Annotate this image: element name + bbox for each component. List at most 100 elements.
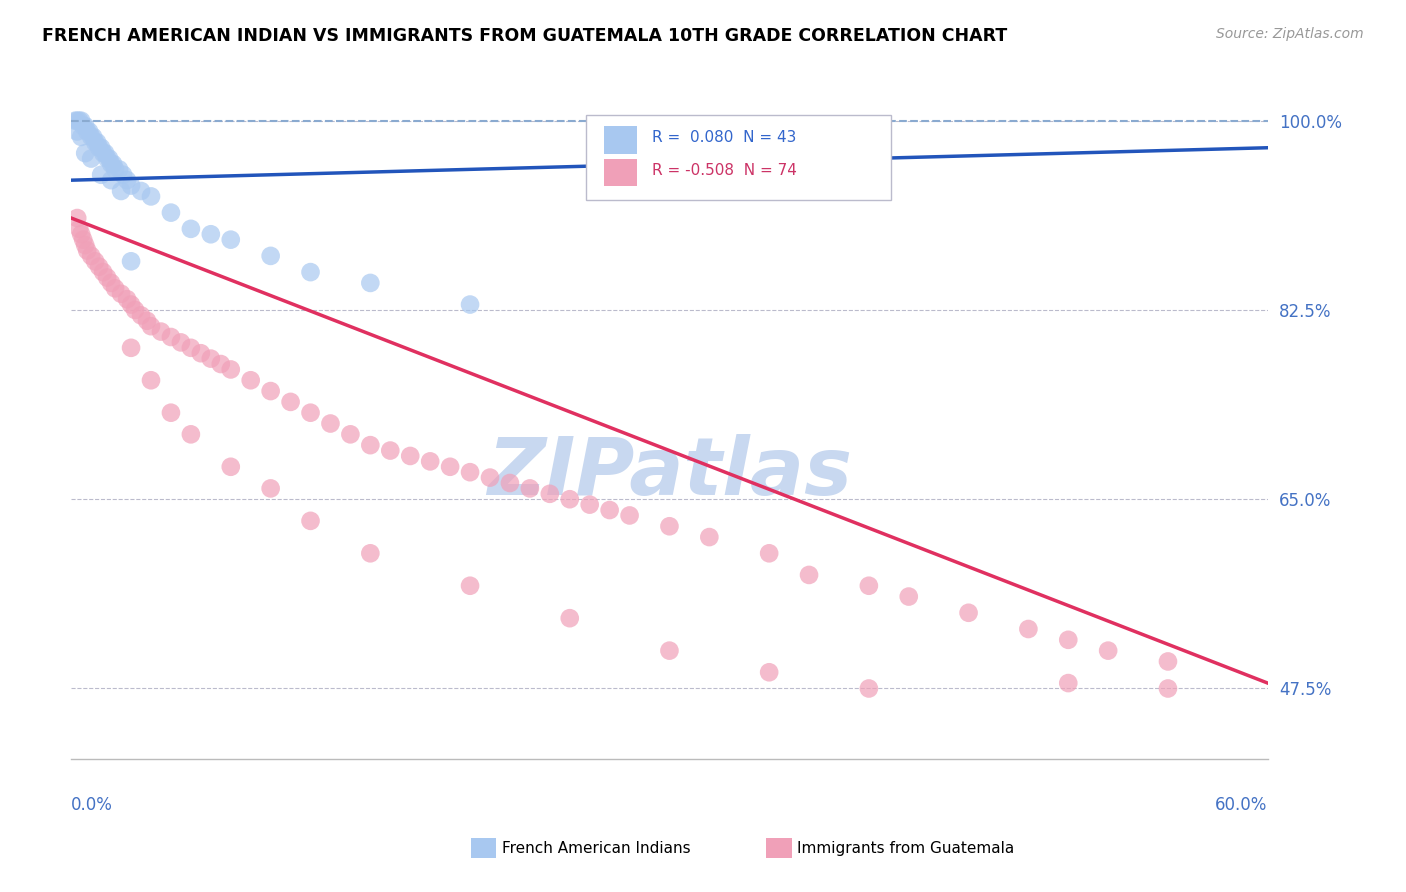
- Point: [1157, 681, 1180, 696]
- Point: [219, 362, 242, 376]
- Point: [90, 168, 112, 182]
- Point: [339, 427, 361, 442]
- Point: [160, 406, 183, 420]
- Point: [124, 302, 146, 317]
- Point: [658, 643, 681, 657]
- Point: [89, 260, 111, 274]
- Point: [797, 568, 820, 582]
- Point: [67, 222, 90, 236]
- Point: [108, 162, 131, 177]
- Point: [180, 222, 202, 236]
- Point: [94, 146, 117, 161]
- Point: [112, 168, 135, 182]
- Point: [72, 233, 94, 247]
- Point: [120, 297, 142, 311]
- Point: [219, 459, 242, 474]
- FancyBboxPatch shape: [603, 159, 637, 186]
- Point: [91, 265, 114, 279]
- Point: [180, 427, 202, 442]
- Point: [104, 162, 127, 177]
- Point: [380, 443, 402, 458]
- Point: [76, 124, 98, 138]
- Point: [100, 157, 122, 171]
- Point: [619, 508, 641, 523]
- Point: [139, 373, 162, 387]
- Point: [70, 227, 93, 242]
- Point: [299, 406, 322, 420]
- Point: [129, 184, 152, 198]
- Point: [101, 157, 124, 171]
- Point: [72, 119, 94, 133]
- Text: Immigrants from Guatemala: Immigrants from Guatemala: [797, 841, 1015, 855]
- Point: [658, 519, 681, 533]
- Point: [239, 373, 262, 387]
- Point: [1017, 622, 1039, 636]
- Point: [120, 178, 142, 193]
- Point: [139, 189, 162, 203]
- Point: [89, 141, 111, 155]
- Point: [200, 351, 222, 366]
- Text: FRENCH AMERICAN INDIAN VS IMMIGRANTS FROM GUATEMALA 10TH GRADE CORRELATION CHART: FRENCH AMERICAN INDIAN VS IMMIGRANTS FRO…: [42, 27, 1008, 45]
- Point: [699, 530, 721, 544]
- FancyBboxPatch shape: [586, 115, 891, 200]
- Point: [160, 205, 183, 219]
- Point: [80, 249, 103, 263]
- Point: [149, 325, 172, 339]
- Point: [359, 438, 381, 452]
- Point: [259, 482, 281, 496]
- Point: [858, 681, 880, 696]
- Point: [758, 546, 780, 560]
- Text: ZIPatlas: ZIPatlas: [486, 434, 852, 512]
- Point: [1057, 676, 1080, 690]
- Point: [1057, 632, 1080, 647]
- Point: [200, 227, 222, 242]
- Point: [578, 498, 600, 512]
- Point: [115, 292, 138, 306]
- Point: [858, 579, 880, 593]
- Point: [96, 270, 118, 285]
- Point: [479, 470, 502, 484]
- Point: [70, 130, 93, 145]
- Point: [359, 546, 381, 560]
- Point: [120, 341, 142, 355]
- Point: [100, 276, 122, 290]
- Point: [67, 113, 90, 128]
- Point: [100, 173, 122, 187]
- Text: R = -0.508  N = 74: R = -0.508 N = 74: [651, 162, 796, 178]
- Point: [65, 113, 87, 128]
- Point: [160, 330, 183, 344]
- Point: [75, 238, 97, 252]
- Point: [82, 130, 104, 145]
- Point: [139, 319, 162, 334]
- Point: [170, 335, 193, 350]
- Point: [599, 503, 621, 517]
- Point: [136, 314, 159, 328]
- Point: [319, 417, 342, 431]
- Point: [280, 395, 302, 409]
- Point: [66, 211, 89, 225]
- Text: 60.0%: 60.0%: [1215, 797, 1268, 814]
- Point: [86, 136, 108, 150]
- Point: [75, 119, 97, 133]
- Point: [110, 184, 132, 198]
- Point: [758, 665, 780, 680]
- Point: [77, 124, 100, 138]
- Point: [957, 606, 980, 620]
- Text: Source: ZipAtlas.com: Source: ZipAtlas.com: [1216, 27, 1364, 41]
- Point: [80, 130, 103, 145]
- Point: [299, 265, 322, 279]
- Point: [299, 514, 322, 528]
- Point: [70, 113, 93, 128]
- FancyBboxPatch shape: [603, 127, 637, 153]
- Point: [419, 454, 441, 468]
- Point: [76, 244, 98, 258]
- Point: [219, 233, 242, 247]
- Point: [90, 141, 112, 155]
- Point: [190, 346, 212, 360]
- Point: [84, 254, 107, 268]
- Text: R =  0.080  N = 43: R = 0.080 N = 43: [651, 130, 796, 145]
- Point: [66, 124, 89, 138]
- Point: [897, 590, 920, 604]
- Point: [499, 475, 522, 490]
- Point: [519, 482, 541, 496]
